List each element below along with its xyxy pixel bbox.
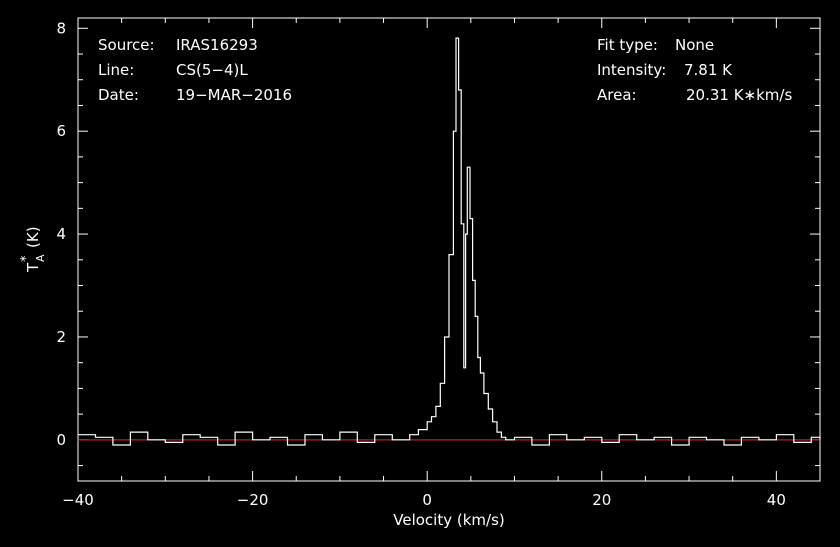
- area-label: Area:: [597, 86, 637, 104]
- y-tick-label: 8: [56, 19, 66, 37]
- fit-type-label: Fit type:: [597, 36, 658, 54]
- y-axis-label-superscript: *: [19, 255, 34, 262]
- y-axis-label-subscript: A: [34, 254, 47, 262]
- plot-frame: [77, 17, 821, 482]
- x-tick-label: −40: [62, 491, 94, 509]
- x-tick-label: 20: [592, 491, 611, 509]
- axis-tick-labels: −40 −20 0 20 40 0 2 4 6 8: [56, 19, 785, 509]
- source-label: Source:: [98, 36, 155, 54]
- intensity-value: 7.81 K: [684, 61, 733, 79]
- y-axis-label-unit: (K): [24, 226, 42, 248]
- intensity-label: Intensity:: [597, 61, 666, 79]
- x-tick-label: −20: [237, 491, 269, 509]
- source-value: IRAS16293: [176, 36, 258, 54]
- fit-type-value: None: [675, 36, 714, 54]
- x-axis-label: Velocity (km/s): [393, 511, 504, 529]
- line-label: Line:: [98, 61, 134, 79]
- y-axis-label-symbol: T: [24, 262, 42, 273]
- area-value: 20.31 K∗km/s: [686, 86, 792, 104]
- x-tick-label: 0: [422, 491, 432, 509]
- line-value: CS(5−4)L: [176, 61, 248, 79]
- y-tick-label: 6: [56, 122, 66, 140]
- date-value: 19−MAR−2016: [176, 86, 292, 104]
- x-tick-label: 40: [767, 491, 786, 509]
- date-label: Date:: [98, 86, 139, 104]
- spectrum-trace: [78, 37, 821, 446]
- y-axis-label: T * A (K): [19, 226, 47, 273]
- y-tick-label: 2: [56, 328, 66, 346]
- y-tick-label: 0: [56, 431, 66, 449]
- axis-ticks: [77, 18, 821, 481]
- y-tick-label: 4: [56, 225, 66, 243]
